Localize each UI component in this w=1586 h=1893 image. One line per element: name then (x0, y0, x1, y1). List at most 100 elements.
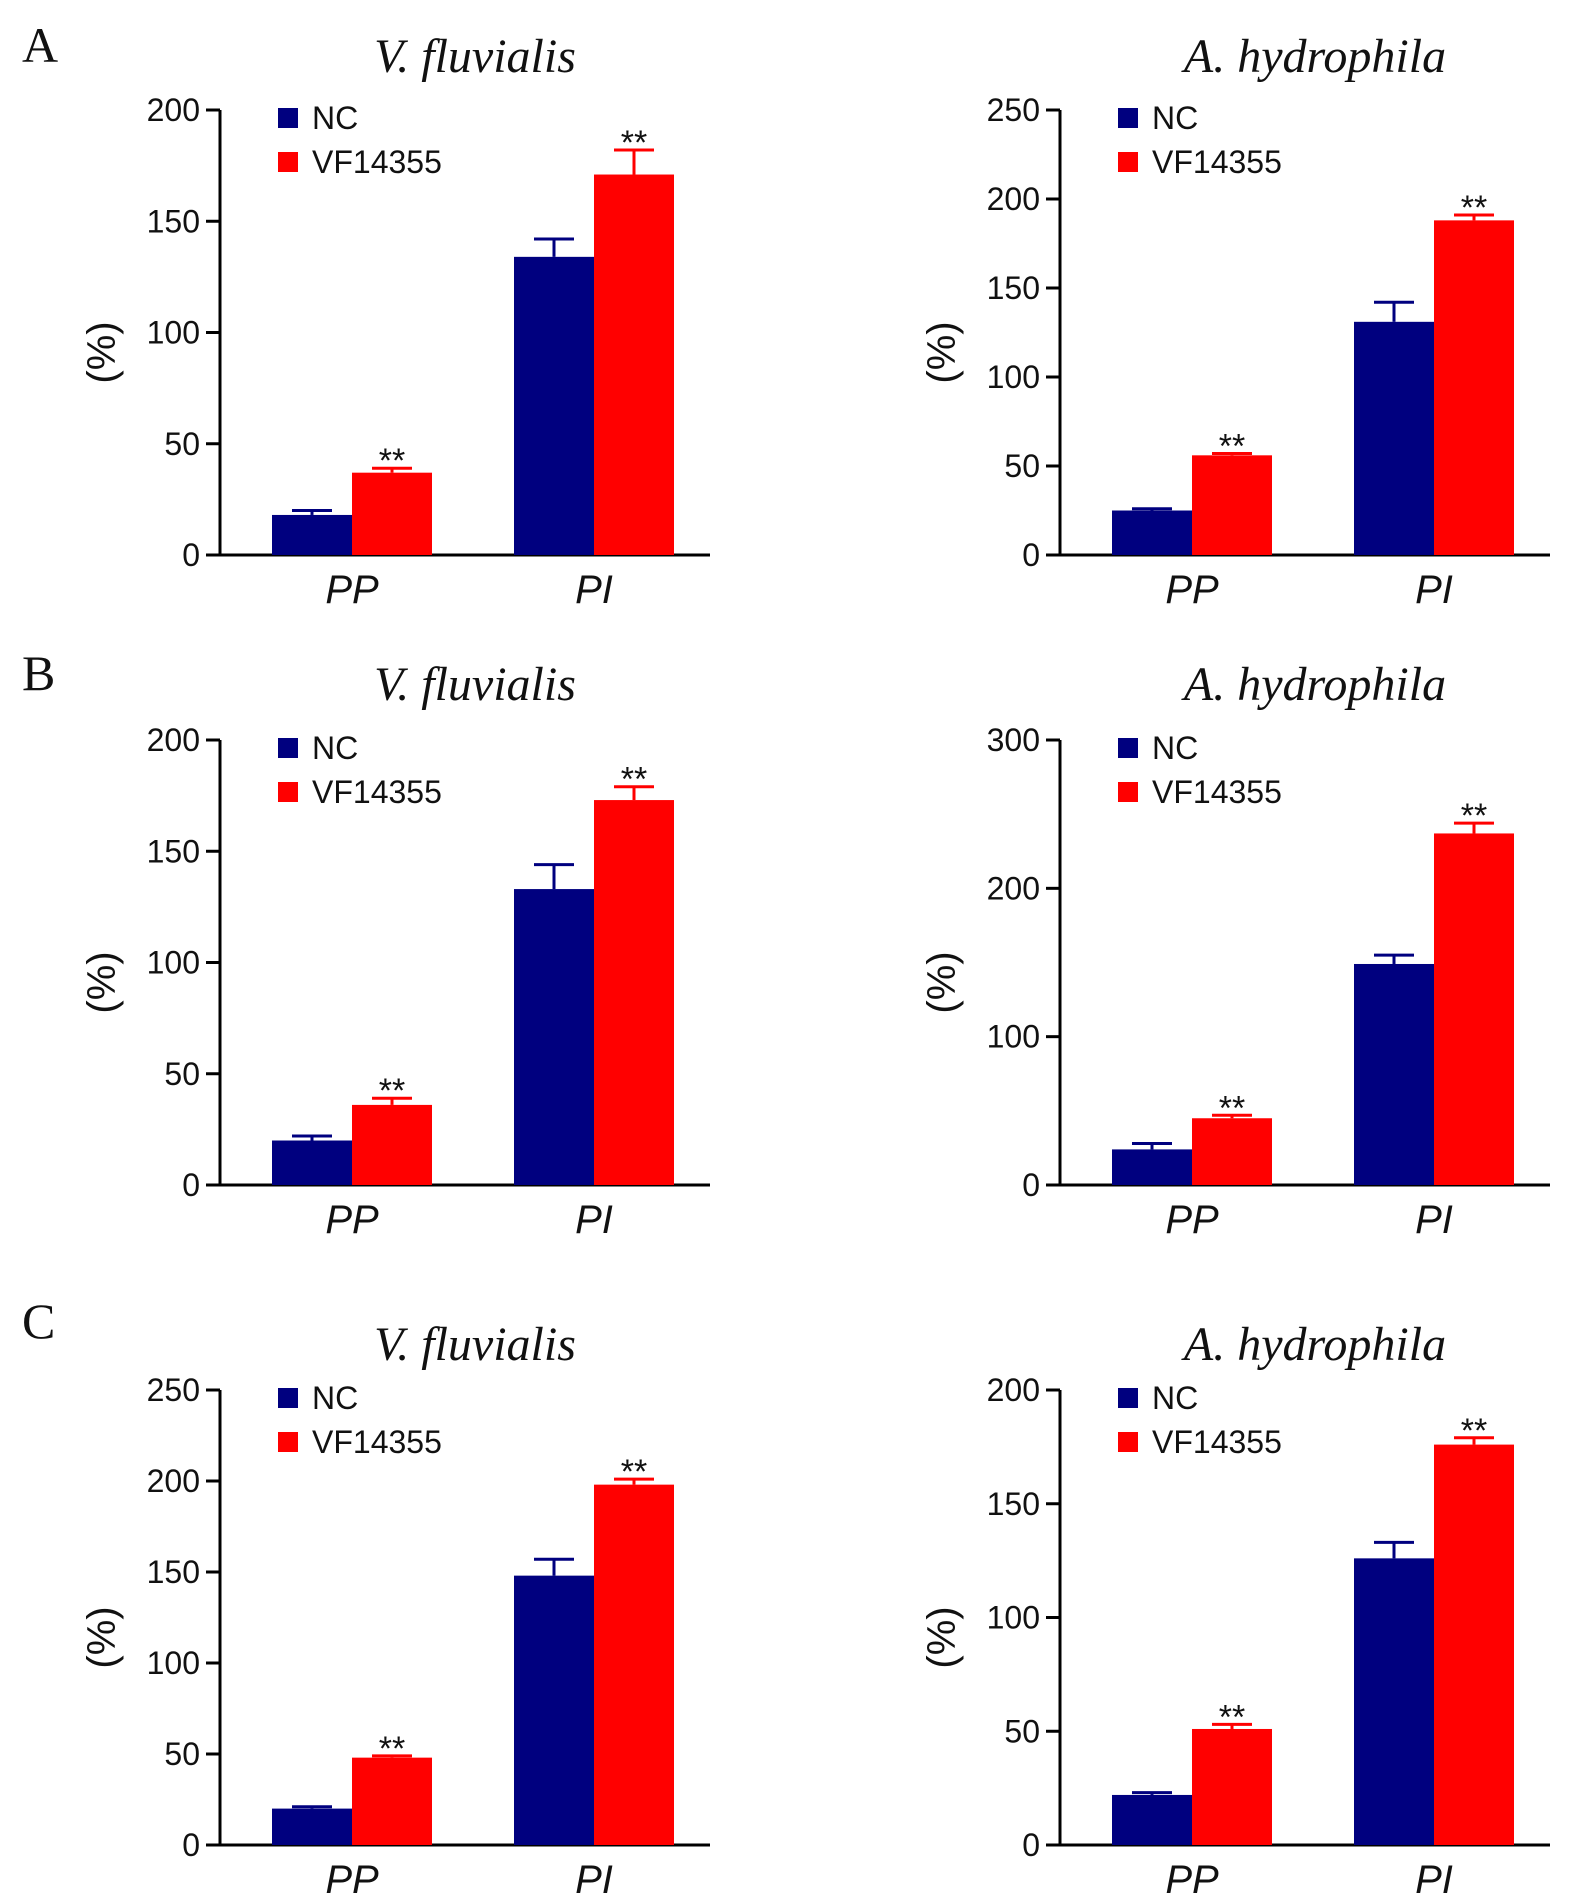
bar-nc-pp (1112, 510, 1192, 555)
legend-label-vf14355: VF14355 (312, 774, 442, 810)
chart-c-right: A. hydrophila 0 50 100 150 200 (%) PP PI ** ** NC VF… (920, 1318, 1550, 1893)
bar-nc-pp (1112, 1794, 1192, 1845)
bar-nc-pp (272, 1808, 352, 1845)
y-axis-label: (%) (80, 951, 124, 1013)
legend-swatch-vf14355 (278, 782, 298, 802)
y-tick-label: 150 (987, 1486, 1040, 1522)
chart-c-left: V. fluvialis 0 50 100 150 200 250 (%) PP PI ** ** NC… (80, 1318, 710, 1893)
panel-letter-c: C (22, 1293, 55, 1349)
bar-nc-pp (272, 1140, 352, 1185)
y-tick-label: 250 (987, 92, 1040, 128)
bar-vf14355-pp (1192, 1728, 1272, 1845)
significance-marker: ** (621, 761, 647, 799)
legend-swatch-nc (278, 1388, 298, 1408)
y-tick-label: 100 (147, 315, 200, 351)
y-tick-label: 0 (182, 1167, 200, 1203)
bar-vf14355-pi (594, 800, 674, 1185)
x-tick-label: PP (1165, 1198, 1219, 1242)
y-tick-label: 100 (147, 1645, 200, 1681)
legend-label-nc: NC (1152, 1380, 1198, 1416)
legend-swatch-vf14355 (278, 152, 298, 172)
y-tick-label: 0 (1022, 1167, 1040, 1203)
bar-vf14355-pp (1192, 455, 1272, 555)
x-tick-label: PI (1415, 1198, 1453, 1242)
y-tick-label: 0 (1022, 537, 1040, 573)
bar-nc-pi (514, 889, 594, 1185)
y-tick-label: 300 (987, 722, 1040, 758)
legend-label-vf14355: VF14355 (312, 144, 442, 180)
x-tick-label: PP (325, 568, 379, 612)
significance-marker: ** (379, 1072, 405, 1110)
significance-marker: ** (379, 1730, 405, 1768)
bar-nc-pi (1354, 963, 1434, 1185)
legend-swatch-vf14355 (278, 1432, 298, 1452)
bar-nc-pi (1354, 1558, 1434, 1845)
y-tick-label: 250 (147, 1372, 200, 1408)
y-tick-label: 100 (987, 1019, 1040, 1055)
chart-b-right: A. hydrophila 0 100 200 300 (%) PP PI ** ** NC VF14… (920, 658, 1550, 1242)
legend-swatch-nc (278, 738, 298, 758)
bar-vf14355-pi (594, 174, 674, 555)
panel-letter-a: A (22, 17, 58, 73)
chart-title: V. fluvialis (374, 1318, 576, 1371)
y-tick-label: 100 (987, 1600, 1040, 1636)
chart-b-left: V. fluvialis 0 50 100 150 200 (%) PP PI ** ** NC VF1… (80, 658, 710, 1242)
bar-nc-pp (1112, 1149, 1192, 1185)
y-tick-label: 200 (987, 1372, 1040, 1408)
bar-vf14355-pi (1434, 220, 1514, 556)
bar-vf14355-pp (352, 472, 432, 555)
y-axis-label: (%) (80, 1606, 124, 1668)
chart-a-left: V. fluvialis 0 50 100 150 200 (%) PP PI ** ** NC VF1… (80, 30, 710, 612)
legend-label-nc: NC (312, 730, 358, 766)
bar-nc-pi (514, 1575, 594, 1845)
chart-title: A. hydrophila (1181, 658, 1446, 711)
x-tick-label: PI (575, 1858, 613, 1893)
x-tick-label: PI (1415, 1858, 1453, 1893)
bar-nc-pp (272, 514, 352, 555)
bar-vf14355-pi (594, 1484, 674, 1845)
bar-vf14355-pp (352, 1104, 432, 1185)
legend-swatch-nc (1118, 738, 1138, 758)
x-tick-label: PP (1165, 568, 1219, 612)
y-tick-label: 50 (164, 426, 200, 462)
legend-label-vf14355: VF14355 (1152, 774, 1282, 810)
x-tick-label: PI (575, 568, 613, 612)
y-axis-label: (%) (920, 1606, 964, 1668)
x-tick-label: PI (575, 1198, 613, 1242)
chart-title: V. fluvialis (374, 658, 576, 711)
y-tick-label: 200 (987, 870, 1040, 906)
y-tick-label: 50 (164, 1736, 200, 1772)
chart-title: A. hydrophila (1181, 1318, 1446, 1371)
y-axis-label: (%) (80, 321, 124, 383)
legend-label-vf14355: VF14355 (312, 1424, 442, 1460)
x-tick-label: PP (1165, 1858, 1219, 1893)
legend-swatch-vf14355 (1118, 152, 1138, 172)
legend-swatch-nc (1118, 108, 1138, 128)
y-tick-label: 150 (147, 1554, 200, 1590)
legend-label-vf14355: VF14355 (1152, 144, 1282, 180)
y-tick-label: 200 (147, 722, 200, 758)
x-tick-label: PP (325, 1198, 379, 1242)
legend-swatch-vf14355 (1118, 782, 1138, 802)
significance-marker: ** (1461, 797, 1487, 835)
significance-marker: ** (1219, 1089, 1245, 1127)
y-axis-label: (%) (920, 951, 964, 1013)
y-tick-label: 50 (1004, 1713, 1040, 1749)
legend-label-nc: NC (1152, 730, 1198, 766)
legend-label-nc: NC (312, 1380, 358, 1416)
bar-vf14355-pi (1434, 1444, 1514, 1845)
y-tick-label: 100 (987, 359, 1040, 395)
panel-letter-b: B (22, 645, 55, 701)
chart-a-right: A. hydrophila 0 50 100 150 200 250 (%) PP PI ** ** N… (920, 30, 1550, 612)
x-tick-label: PI (1415, 568, 1453, 612)
bar-vf14355-pp (1192, 1118, 1272, 1185)
y-axis-label: (%) (920, 321, 964, 383)
y-tick-label: 150 (147, 203, 200, 239)
legend-label-nc: NC (312, 100, 358, 136)
bar-vf14355-pi (1434, 833, 1514, 1185)
significance-marker: ** (1461, 1412, 1487, 1450)
y-tick-label: 50 (164, 1056, 200, 1092)
y-tick-label: 100 (147, 945, 200, 981)
y-tick-label: 0 (1022, 1827, 1040, 1863)
